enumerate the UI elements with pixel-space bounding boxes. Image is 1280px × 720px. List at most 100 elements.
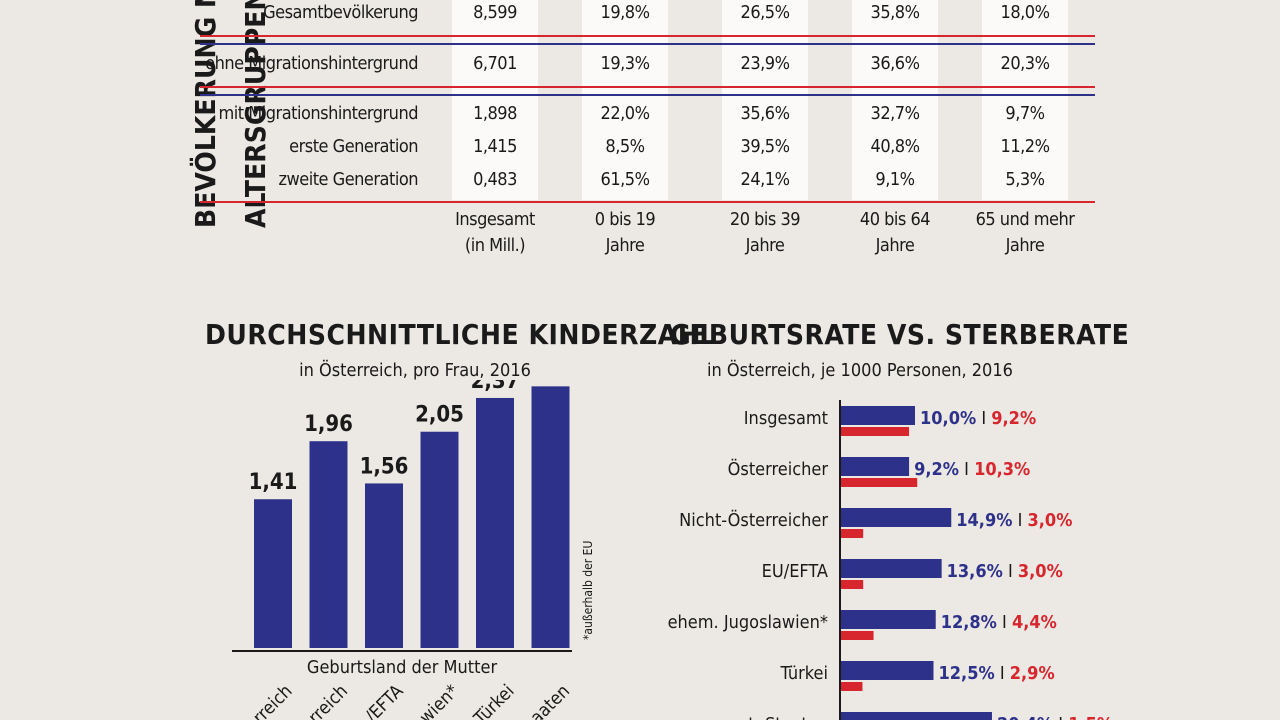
death-rate-value: 3,0% xyxy=(1018,561,1063,582)
death-rate-value: 9,2% xyxy=(991,408,1036,429)
death-rate-value: 1,5% xyxy=(1068,714,1113,720)
death-rate-bar xyxy=(841,529,864,538)
bar-value-label: 1,96 xyxy=(304,412,353,437)
death-rate-value: 10,3% xyxy=(974,459,1030,480)
table-row-label: mit Migrationshintergrund xyxy=(218,103,419,124)
separator: I xyxy=(997,612,1012,633)
table-cell: 8,599 xyxy=(473,2,517,23)
table-cell: 35,8% xyxy=(870,2,920,23)
table-cell: 19,8% xyxy=(600,2,650,23)
table-column-header: 65 und mehr Jahre xyxy=(975,209,1075,256)
death-rate-bar xyxy=(841,427,910,436)
rate-value-label: 20,4% I 1,5% xyxy=(997,714,1113,720)
category-label: Insgesamt xyxy=(744,408,828,429)
birth-rate-value: 13,6% xyxy=(947,561,1003,582)
table-cell: 20,3% xyxy=(1000,53,1050,74)
death-rate-bar xyxy=(841,580,864,589)
divider-blue xyxy=(200,43,1095,45)
category-label: Nicht-Österreicher xyxy=(679,509,828,531)
geburtsrate-title: GEBURTSRATE VS. STERBERATE xyxy=(670,318,1130,351)
death-rate-bar xyxy=(841,682,863,691)
rate-value-label: 9,2% I 10,3% xyxy=(914,459,1030,480)
category-label: Österreicher xyxy=(728,458,829,480)
kinderzahl-subtitle: in Österreich, pro Frau, 2016 xyxy=(299,360,531,381)
birth-rate-bar xyxy=(841,559,942,578)
geburtsrate-chart: Insgesamt 10,0% I 9,2% Österreicher 9,2% I … xyxy=(668,400,1113,720)
rate-value-label: 10,0% I 9,2% xyxy=(920,408,1036,429)
table-column-header: 0 bis 19 Jahre xyxy=(594,209,656,256)
table-cell: 22,0% xyxy=(600,103,650,124)
table-cell: 40,8% xyxy=(870,136,920,157)
category-label: sonst. Staaten xyxy=(711,714,828,720)
bar-value-label: 1,56 xyxy=(360,454,409,479)
death-rate-value: 4,4% xyxy=(1012,612,1057,633)
x-axis-label: Geburtsland der Mutter xyxy=(307,657,498,678)
table-column-header: 20 bis 39 Jahre xyxy=(729,209,801,256)
birth-rate-value: 20,4% xyxy=(997,714,1053,720)
separator: I xyxy=(1053,714,1068,720)
birth-rate-bar xyxy=(841,661,934,680)
table-column-header: 40 bis 64 Jahre xyxy=(859,209,931,256)
category-label: …rreich xyxy=(238,681,297,720)
geburtsrate-subtitle: in Österreich, je 1000 Personen, 2016 xyxy=(707,360,1013,381)
divider-red xyxy=(200,201,1095,203)
birth-rate-bar xyxy=(841,457,910,476)
table-cell: 19,3% xyxy=(600,53,650,74)
separator: I xyxy=(959,459,974,480)
bar xyxy=(420,431,459,648)
table-cell: 1,415 xyxy=(473,136,517,157)
death-rate-value: 2,9% xyxy=(1010,663,1055,684)
category-label: …/EFTA xyxy=(350,681,408,720)
table-cell: 9,7% xyxy=(1005,103,1045,124)
column-background xyxy=(982,0,1068,200)
divider-red xyxy=(200,86,1095,88)
kinderzahl-chart: 1,41 1,96 1,56 2,05 2,37 2,48 Geburtsland der … xyxy=(232,380,595,720)
table-cell: 32,7% xyxy=(870,103,920,124)
bar xyxy=(254,499,292,648)
side-title: BEVÖLKERUNG NAC ALTERSGRUPPEN 20 xyxy=(95,0,272,230)
birth-rate-value: 9,2% xyxy=(914,459,959,480)
table-cell: 9,1% xyxy=(875,169,915,190)
birth-rate-bar xyxy=(841,712,992,720)
category-label: …aaten xyxy=(515,681,574,720)
table-row-label: Gesamtbevölkerung xyxy=(263,2,418,23)
death-rate-bar xyxy=(841,631,874,640)
table-cell: 36,6% xyxy=(870,53,920,74)
side-title-line1: BEVÖLKERUNG NAC xyxy=(188,0,222,228)
category-label: EU/EFTA xyxy=(762,561,828,582)
table-cell: 5,3% xyxy=(1005,169,1045,190)
divider-red xyxy=(200,35,1095,37)
table-cell: 26,5% xyxy=(740,2,790,23)
rate-value-label: 13,6% I 3,0% xyxy=(947,561,1063,582)
table-cell: 23,9% xyxy=(740,53,790,74)
footnote: *außerhalb der EU xyxy=(581,541,595,640)
category-label: Türkei xyxy=(469,681,518,720)
column-background xyxy=(582,0,668,200)
separator: I xyxy=(1003,561,1018,582)
table-column-header: Insgesamt (in Mill.) xyxy=(455,209,535,256)
separator: I xyxy=(995,663,1010,684)
separator: I xyxy=(976,408,991,429)
table-cell: 39,5% xyxy=(740,136,790,157)
table-cell: 11,2% xyxy=(1000,136,1050,157)
category-label: …rreich xyxy=(293,681,352,720)
rate-value-label: 14,9% I 3,0% xyxy=(956,510,1072,531)
table-cell: 61,5% xyxy=(600,169,650,190)
birth-rate-bar xyxy=(841,406,915,425)
table-row-label: zweite Generation xyxy=(278,169,418,190)
table-cell: 6,701 xyxy=(473,53,517,74)
side-title-line2: ALTERSGRUPPEN xyxy=(239,0,272,228)
kinderzahl-title: DURCHSCHNITTLICHE KINDERZAHL xyxy=(205,318,716,351)
category-label: …wien* xyxy=(404,681,463,720)
bar xyxy=(309,441,348,648)
bar xyxy=(531,386,570,648)
table-cell: 18,0% xyxy=(1000,2,1050,23)
table-row-label: ohne Migrationshintergrund xyxy=(205,53,418,74)
table-cell: 8,5% xyxy=(605,136,645,157)
birth-rate-value: 10,0% xyxy=(920,408,976,429)
category-label: Türkei xyxy=(779,663,828,684)
birth-rate-value: 14,9% xyxy=(956,510,1012,531)
bar-value-label: 2,05 xyxy=(415,403,464,428)
birth-rate-bar xyxy=(841,508,952,527)
rate-value-label: 12,8% I 4,4% xyxy=(941,612,1057,633)
